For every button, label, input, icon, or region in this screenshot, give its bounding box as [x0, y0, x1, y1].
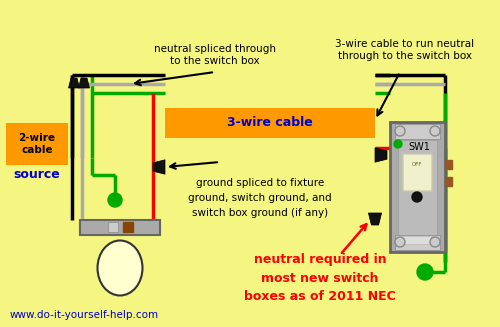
Bar	[123, 222, 133, 232]
Text: SW1: SW1	[408, 142, 430, 152]
Polygon shape	[368, 213, 382, 225]
Circle shape	[417, 264, 433, 280]
Polygon shape	[153, 160, 165, 174]
Text: ground spliced to fixture
ground, switch ground, and
switch box ground (if any): ground spliced to fixture ground, switch…	[188, 178, 332, 218]
Polygon shape	[375, 148, 387, 162]
Text: 2-wire
cable: 2-wire cable	[18, 133, 56, 155]
Circle shape	[108, 193, 122, 207]
Bar	[395, 124, 440, 139]
Circle shape	[412, 192, 422, 202]
FancyBboxPatch shape	[403, 154, 432, 191]
Text: OFF: OFF	[412, 162, 422, 166]
Circle shape	[395, 237, 405, 247]
Text: 3-wire cable: 3-wire cable	[227, 116, 313, 129]
Bar	[80, 220, 160, 235]
Text: neutral required in
most new switch
boxes as of 2011 NEC: neutral required in most new switch boxe…	[244, 252, 396, 303]
FancyBboxPatch shape	[6, 123, 68, 165]
Bar	[398, 140, 437, 235]
Text: neutral spliced through
to the switch box: neutral spliced through to the switch bo…	[154, 44, 276, 66]
Circle shape	[394, 140, 402, 148]
Bar	[445, 177, 452, 186]
Bar	[445, 160, 452, 169]
Text: source: source	[14, 168, 60, 181]
Circle shape	[430, 237, 440, 247]
FancyBboxPatch shape	[390, 122, 445, 252]
Text: 3-wire cable to run neutral
through to the switch box: 3-wire cable to run neutral through to t…	[336, 39, 474, 61]
Text: www.do-it-yourself-help.com: www.do-it-yourself-help.com	[10, 310, 159, 320]
Bar	[395, 235, 440, 250]
Circle shape	[395, 126, 405, 136]
Bar	[165, 108, 375, 138]
Polygon shape	[78, 78, 90, 88]
Ellipse shape	[98, 240, 142, 296]
Circle shape	[430, 126, 440, 136]
Bar	[402, 236, 433, 244]
Polygon shape	[68, 78, 80, 88]
Bar	[108, 222, 118, 232]
